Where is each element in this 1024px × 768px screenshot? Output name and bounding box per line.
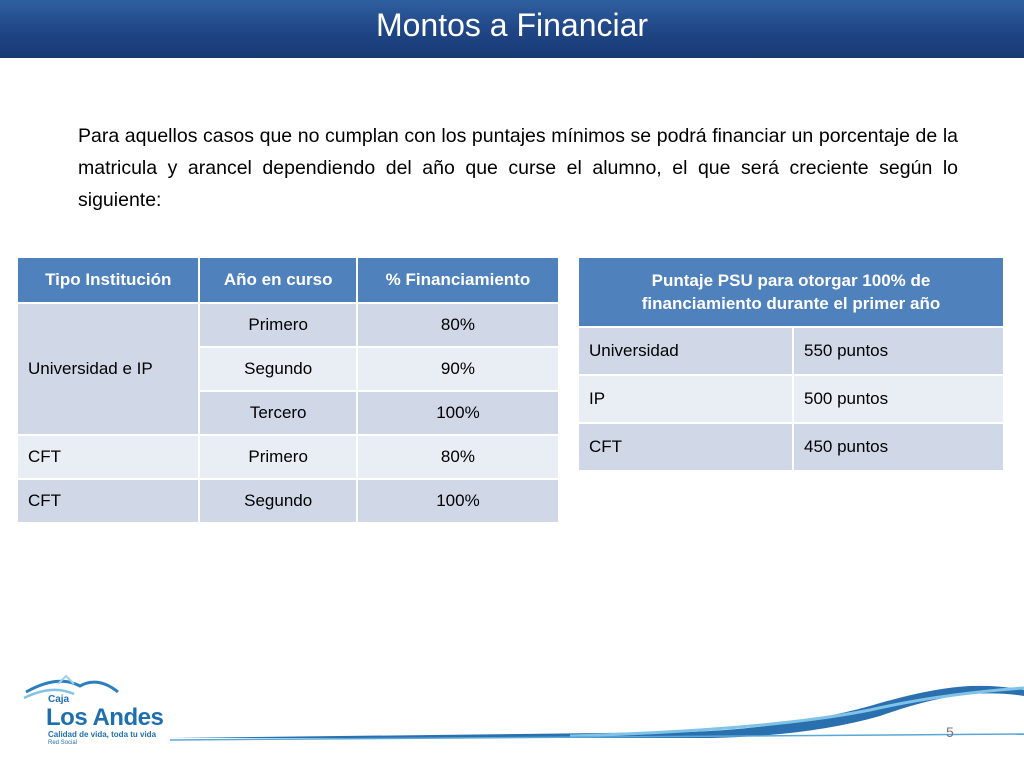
slide-title: Montos a Financiar (375, 7, 649, 43)
cell-institution: Universidad (577, 326, 794, 376)
table-row: CFT Primero 80% (15, 434, 561, 480)
cell-points: 550 puntos (792, 326, 1005, 376)
psu-table: Puntaje PSU para otorgar 100% de financi… (577, 256, 1005, 472)
cell-type: CFT (15, 434, 201, 480)
logo-caja: Caja (48, 694, 70, 705)
logo-network: Red Social (48, 740, 78, 746)
cell-institution: IP (577, 374, 794, 424)
financing-table: Tipo Institución Año en curso % Financia… (15, 256, 561, 524)
cell-percent: 90% (355, 346, 561, 392)
cell-year: Primero (198, 302, 358, 348)
table-row: CFT 450 puntos (577, 422, 1005, 472)
cell-percent: 80% (355, 302, 561, 348)
cell-type: CFT (15, 478, 201, 524)
cell-year: Primero (198, 434, 358, 480)
logo-tagline: Calidad de vida, toda tu vida (48, 730, 157, 739)
table-row: Universidad e IP Primero 80% (15, 302, 561, 436)
mountain-logo-icon (23, 674, 119, 700)
cell-year: Tercero (198, 390, 358, 436)
logo-name: Los Andes (46, 704, 164, 731)
header-psu: Puntaje PSU para otorgar 100% de financi… (577, 256, 1005, 328)
table-header-row: Puntaje PSU para otorgar 100% de financi… (577, 256, 1005, 328)
page-number: 5 (946, 724, 954, 740)
footer-wave-decoration (170, 685, 1024, 741)
cell-type: Universidad e IP (15, 302, 201, 436)
cell-year: Segundo (198, 478, 358, 524)
cell-percent: 80% (355, 434, 561, 480)
table-row: CFT Segundo 100% (15, 478, 561, 524)
intro-paragraph: Para aquellos casos que no cumplan con l… (78, 124, 958, 211)
title-bar: Montos a Financiar (0, 0, 1024, 58)
cell-institution: CFT (577, 422, 794, 472)
table-row: Tercero 100% (17, 390, 561, 436)
table-row: Universidad 550 puntos (577, 326, 1005, 376)
cell-points: 450 puntos (792, 422, 1005, 472)
cell-percent: 100% (355, 478, 561, 524)
table-header-row: Tipo Institución Año en curso % Financia… (15, 256, 561, 304)
cell-points: 500 puntos (792, 374, 1005, 424)
table-row: Segundo 90% (17, 346, 561, 392)
header-ano-en-curso: Año en curso (198, 256, 358, 304)
table-row: IP 500 puntos (577, 374, 1005, 424)
header-tipo-institucion: Tipo Institución (15, 256, 201, 304)
cell-year: Segundo (198, 346, 358, 392)
header-financiamiento: % Financiamiento (355, 256, 561, 304)
cell-percent: 100% (355, 390, 561, 436)
